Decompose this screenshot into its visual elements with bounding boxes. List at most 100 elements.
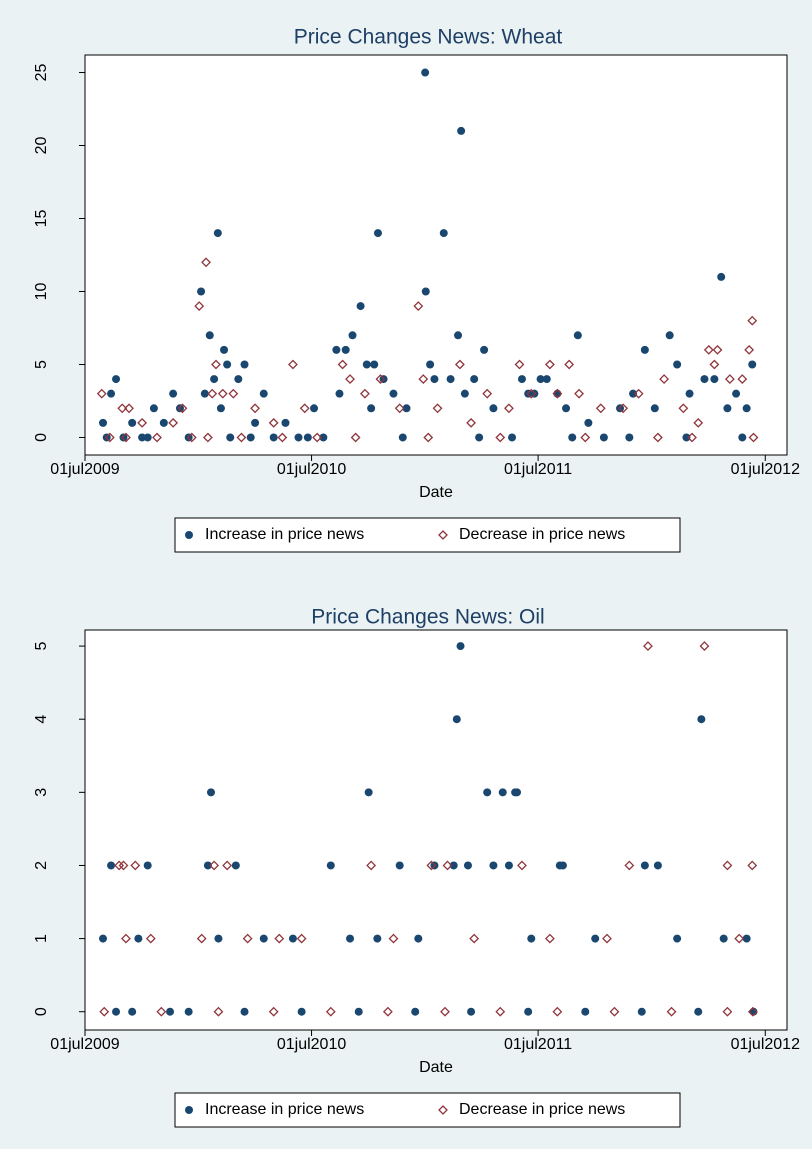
point [700, 375, 709, 384]
point [366, 860, 377, 871]
point [217, 388, 228, 399]
point [460, 389, 469, 398]
point [625, 433, 634, 442]
point [710, 375, 719, 384]
point [456, 642, 465, 651]
point [394, 403, 405, 414]
point [186, 432, 197, 443]
point [341, 345, 350, 354]
point [562, 404, 571, 413]
point [226, 433, 235, 442]
legend-label: Decrease in price news [459, 1101, 625, 1118]
point [274, 933, 285, 944]
point [268, 1006, 279, 1017]
point [573, 331, 582, 340]
point [442, 860, 453, 871]
point [748, 360, 757, 369]
y-tick-label: 3 [33, 788, 50, 797]
point [216, 404, 225, 413]
point [744, 344, 755, 355]
point [259, 389, 268, 398]
point [362, 360, 371, 369]
x-tick-label: 01jul2009 [50, 461, 120, 478]
point [177, 403, 188, 414]
chart-title: Price Changes News: Wheat [294, 26, 563, 49]
point [402, 404, 411, 413]
point [303, 433, 312, 442]
point [220, 345, 229, 354]
point [398, 433, 407, 442]
point [552, 388, 563, 399]
y-tick-label: 10 [33, 282, 50, 300]
y-tick-label: 20 [33, 137, 50, 155]
point [734, 933, 745, 944]
point [375, 374, 386, 385]
point [201, 257, 211, 268]
point [297, 1007, 306, 1016]
point [542, 375, 551, 384]
y-tick-label: 15 [33, 210, 50, 228]
point [246, 433, 255, 442]
point [411, 1007, 420, 1016]
y-tick-label: 5 [33, 360, 50, 369]
y-tick-label: 4 [33, 715, 50, 724]
legend-label: Increase in price news [205, 1101, 364, 1118]
legend [174, 1092, 681, 1128]
point [114, 860, 125, 871]
x-tick-label: 01jul2011 [504, 461, 572, 478]
point [319, 433, 328, 442]
point [640, 345, 649, 354]
point [213, 229, 222, 238]
point [653, 861, 662, 870]
point [514, 359, 525, 370]
point [426, 860, 437, 871]
point [722, 1006, 733, 1017]
point [169, 389, 178, 398]
point [413, 301, 424, 312]
point [213, 1006, 224, 1017]
point [524, 1007, 533, 1016]
point [166, 1007, 175, 1016]
point [643, 641, 653, 652]
point [382, 1006, 393, 1017]
point [452, 715, 461, 724]
point [156, 1006, 167, 1017]
point [99, 934, 107, 943]
point [724, 374, 735, 385]
legend-label: Decrease in price news [459, 526, 625, 543]
point [134, 934, 143, 943]
point [222, 860, 233, 871]
legend-marker [438, 530, 448, 540]
point [666, 1006, 677, 1017]
point [737, 374, 748, 385]
point [268, 417, 279, 428]
point [159, 418, 168, 427]
point [564, 359, 575, 370]
point [207, 788, 215, 797]
x-axis-title: Date [419, 484, 453, 501]
point [373, 229, 382, 238]
point [259, 934, 268, 943]
point [346, 934, 355, 943]
point [228, 388, 239, 399]
point [350, 432, 361, 443]
point [138, 433, 147, 442]
point [112, 375, 121, 384]
point [370, 360, 379, 369]
point [149, 404, 158, 413]
point [143, 861, 152, 870]
point [281, 418, 290, 427]
point [197, 287, 206, 296]
point [200, 389, 209, 398]
point [673, 360, 682, 369]
y-tick-label: 5 [33, 642, 50, 651]
point [99, 418, 107, 427]
point [388, 933, 399, 944]
point [527, 934, 536, 943]
point [423, 432, 434, 443]
y-tick-label: 0 [33, 433, 50, 442]
point [738, 433, 747, 442]
point [104, 432, 115, 443]
point [205, 331, 214, 340]
point [697, 715, 706, 724]
